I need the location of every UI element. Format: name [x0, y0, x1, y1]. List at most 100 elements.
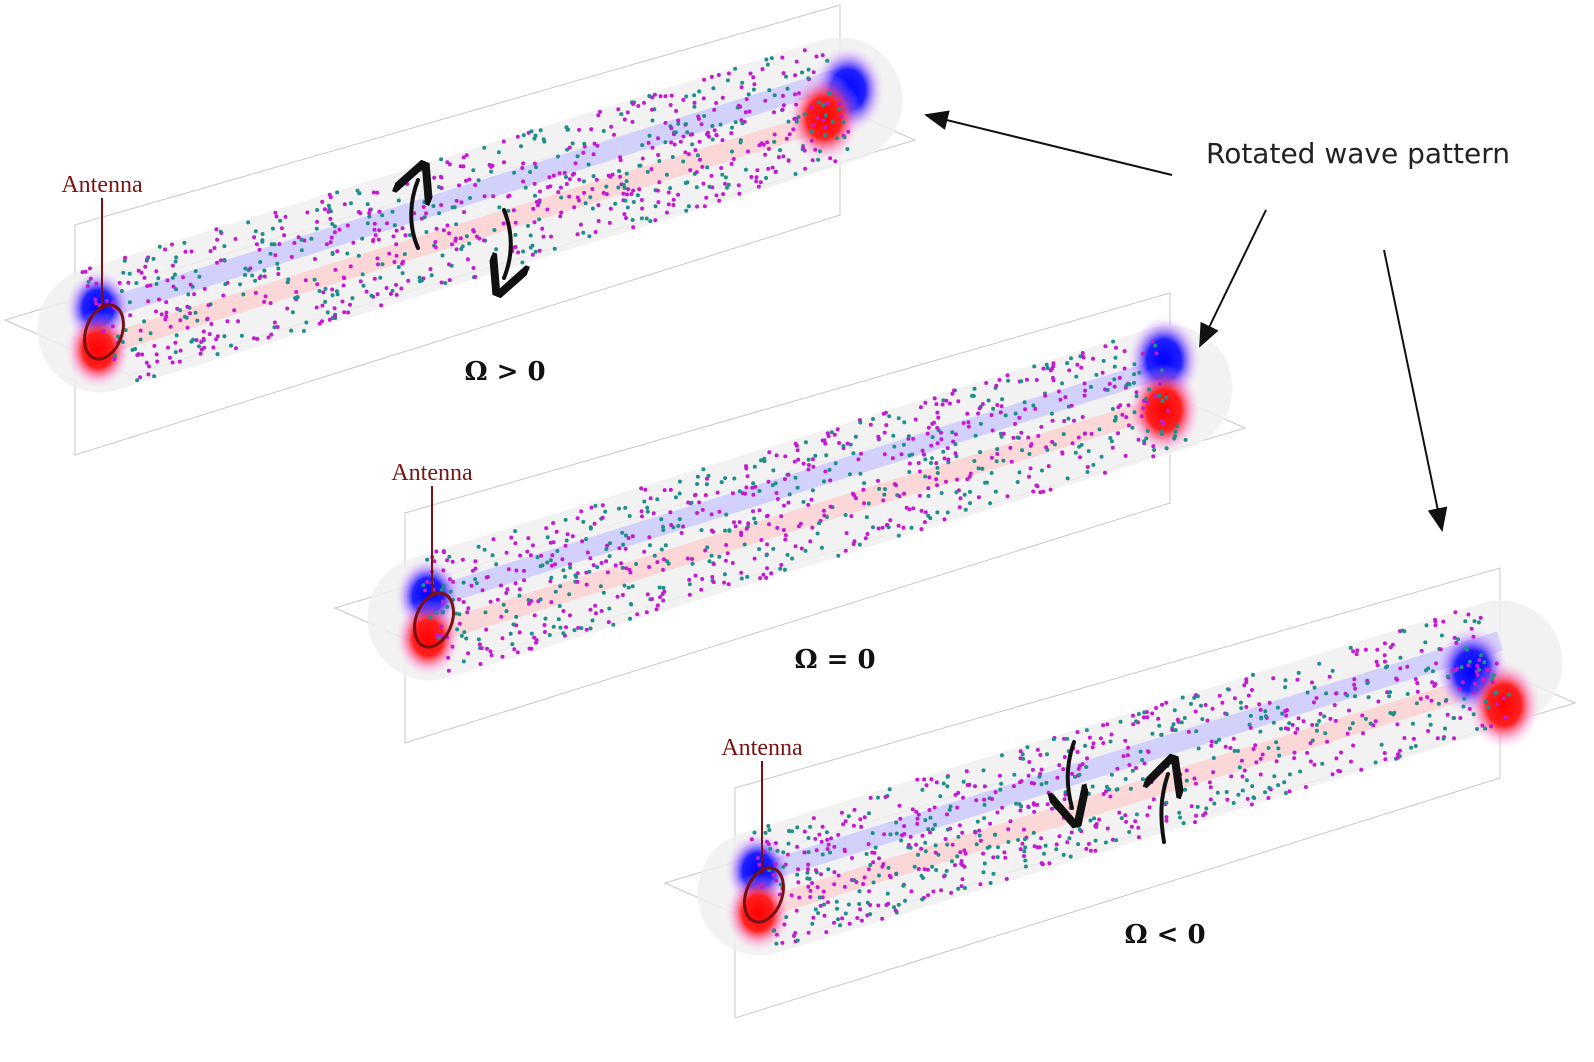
- particle: [978, 450, 983, 455]
- particle: [877, 486, 882, 491]
- particle: [332, 306, 337, 311]
- particle: [845, 441, 850, 446]
- particle: [1101, 741, 1106, 746]
- particle: [334, 289, 339, 294]
- particle: [1037, 845, 1042, 850]
- particle: [1320, 761, 1325, 766]
- particle: [775, 497, 780, 501]
- particle: [624, 566, 629, 571]
- particle: [1379, 742, 1384, 747]
- particle: [513, 220, 518, 225]
- particle: [1215, 790, 1220, 795]
- particle: [327, 317, 332, 322]
- particle: [830, 119, 835, 124]
- particle: [866, 501, 871, 506]
- particle: [1011, 435, 1016, 440]
- particle: [810, 525, 815, 530]
- particle: [622, 583, 627, 588]
- particle: [159, 312, 164, 317]
- particle: [277, 242, 282, 247]
- particle: [1057, 834, 1062, 839]
- particle: [698, 157, 702, 162]
- particle: [709, 553, 714, 558]
- particle: [605, 543, 610, 548]
- particle: [683, 150, 688, 155]
- particle: [1418, 696, 1423, 701]
- particle: [877, 856, 881, 861]
- particle: [687, 577, 692, 582]
- particle: [737, 191, 742, 196]
- particle: [425, 580, 430, 584]
- particle: [1046, 464, 1051, 469]
- particle: [945, 812, 949, 817]
- particle: [945, 842, 950, 847]
- particle: [686, 152, 691, 157]
- particle: [757, 862, 762, 867]
- particle: [326, 209, 331, 214]
- particle: [625, 192, 629, 197]
- particle: [205, 316, 210, 321]
- particle: [601, 190, 606, 195]
- particle: [157, 297, 161, 302]
- particle: [178, 308, 183, 313]
- particle: [1139, 414, 1144, 419]
- particle: [811, 464, 816, 469]
- particle: [1463, 646, 1468, 650]
- particle: [268, 301, 273, 306]
- particle: [223, 282, 228, 287]
- particle: [607, 554, 612, 559]
- particle: [628, 616, 632, 621]
- particle: [647, 94, 652, 98]
- particle: [379, 303, 384, 308]
- particle: [813, 868, 818, 873]
- particle: [1145, 429, 1150, 433]
- particle: [488, 599, 493, 604]
- particle: [944, 479, 948, 484]
- particle: [757, 508, 762, 513]
- particle: [201, 329, 206, 334]
- particle: [1024, 377, 1029, 382]
- particle: [1052, 442, 1057, 447]
- particle: [949, 890, 954, 895]
- particle: [197, 344, 201, 349]
- particle: [567, 145, 572, 150]
- particle: [101, 329, 106, 333]
- particle: [836, 553, 841, 558]
- particle: [877, 873, 881, 878]
- particle: [1345, 731, 1350, 736]
- particle: [806, 467, 811, 472]
- particle: [635, 612, 640, 617]
- particle: [950, 859, 954, 864]
- particle: [1018, 780, 1022, 785]
- particle: [1075, 362, 1080, 367]
- particle: [260, 238, 265, 243]
- particle: [1352, 677, 1357, 682]
- particle: [127, 300, 132, 305]
- particle: [978, 838, 983, 843]
- particle: [1494, 661, 1499, 666]
- particle: [1431, 669, 1435, 674]
- particle: [826, 434, 831, 439]
- particle: [422, 171, 427, 176]
- particle: [1368, 721, 1373, 726]
- particle: [561, 568, 566, 573]
- particle: [390, 209, 395, 214]
- particle: [1228, 746, 1233, 750]
- particle: [1200, 717, 1205, 722]
- particle: [513, 581, 518, 586]
- particle: [756, 184, 761, 189]
- particle: [806, 884, 811, 889]
- particle: [607, 220, 612, 225]
- particle: [1240, 788, 1245, 793]
- particle: [358, 211, 363, 216]
- particle: [424, 165, 429, 170]
- particle: [459, 200, 464, 205]
- particle: [645, 169, 650, 174]
- particle: [551, 624, 556, 629]
- particle: [1016, 838, 1021, 842]
- particle: [1063, 792, 1068, 797]
- omega-label: Ω < 0: [1124, 920, 1205, 950]
- particle: [1019, 430, 1024, 435]
- particle: [554, 529, 559, 534]
- particle: [1172, 708, 1177, 713]
